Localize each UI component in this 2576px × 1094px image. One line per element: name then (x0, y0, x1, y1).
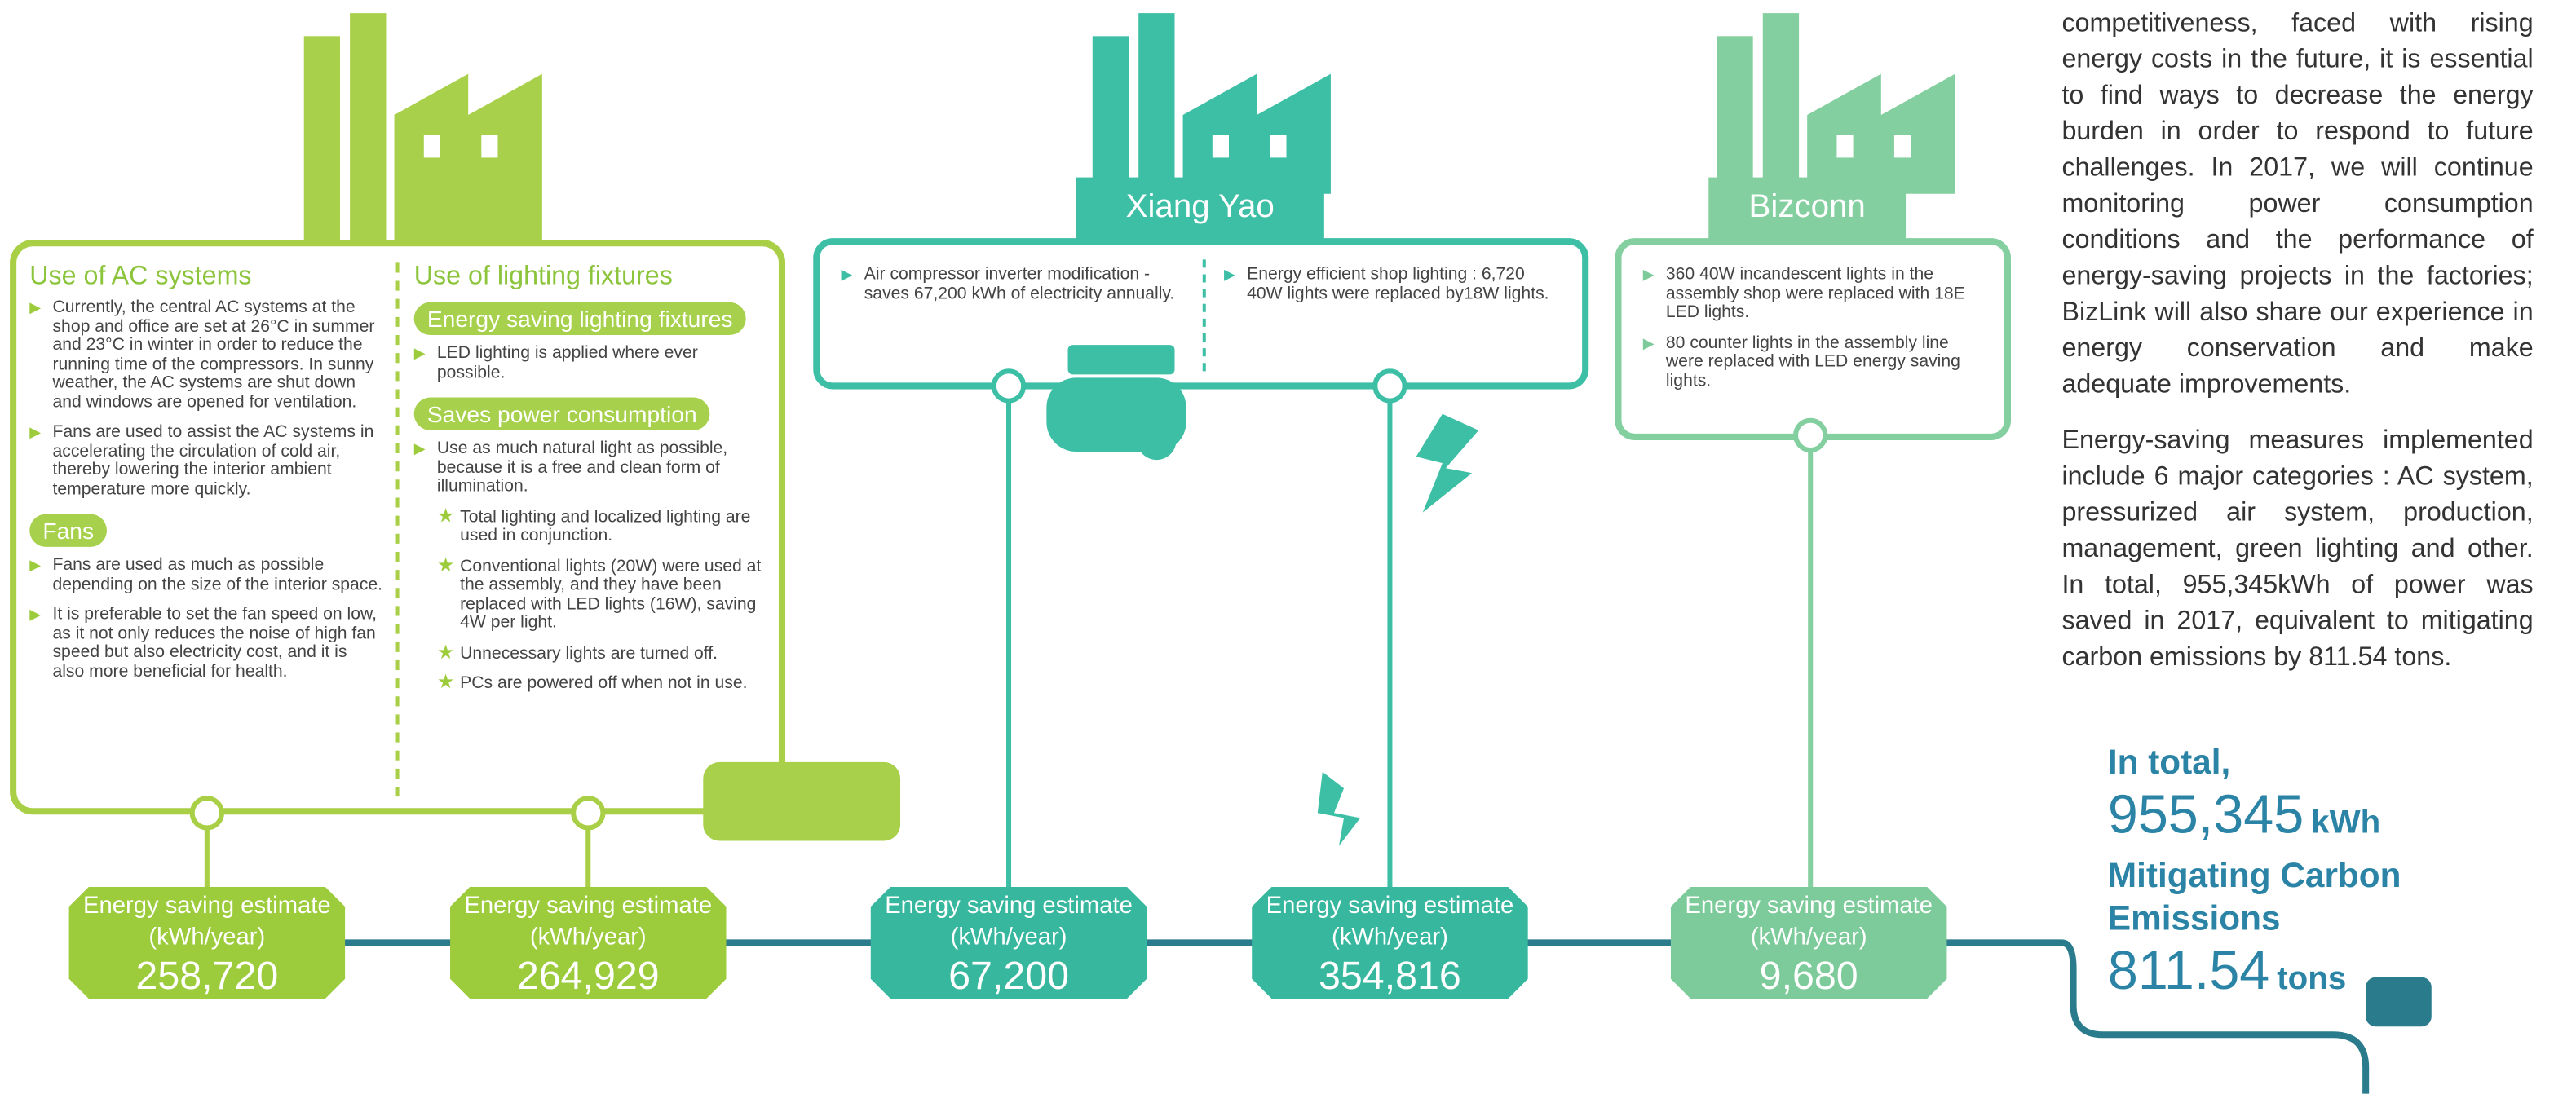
tab-title: Bizconn (1708, 178, 1906, 239)
estimate-label: Energy saving estimate (457, 892, 719, 923)
estimate-value: 9,680 (1677, 955, 1940, 1000)
estimate-label: Energy saving estimate (1258, 892, 1521, 923)
total-text: kWh (2311, 805, 2380, 840)
total-row: 811.54 tons (2108, 941, 2469, 1012)
bullet-item: Total lighting and localized lighting ar… (437, 509, 767, 546)
section-title: Use of AC systems (29, 262, 382, 292)
factory-icon (304, 13, 542, 246)
text-block: 360 40W incandescent lights in the assem… (1643, 266, 1988, 402)
total-text: tons (2277, 961, 2346, 997)
estimate-unit: (kWh/year) (1677, 923, 1940, 954)
estimate-unit: (kWh/year) (1258, 923, 1521, 954)
carbon-label: Mitigating Carbon Emissions (2108, 856, 2469, 942)
bolt-icon (1318, 772, 1360, 846)
total-intro: In total, (2108, 743, 2469, 785)
total: In total,955,345 kWh Mitigating Carbon E… (2108, 743, 2469, 1012)
page: Use of AC systems Currently, the central … (0, 0, 2576, 1094)
bullet-item: Currently, the central AC systems at the… (29, 299, 382, 412)
text-block: Use of AC systems Currently, the central … (29, 262, 382, 693)
estimate-value: 354,816 (1258, 955, 1521, 1000)
estimate-label: Energy saving estimate (76, 892, 338, 923)
estimate-value: 264,929 (457, 955, 719, 1000)
bullet-item: 360 40W incandescent lights in the assem… (1643, 266, 1988, 323)
estimate-value: 67,200 (877, 955, 1140, 1000)
estimate: Energy saving estimate(kWh/year)9,680 (1677, 892, 1940, 1000)
estimate: Energy saving estimate(kWh/year)67,200 (877, 892, 1140, 1000)
paragraph: competitiveness, faced with rising energ… (2061, 7, 2533, 404)
bullet-item: Conventional lights (20W) were used at t… (437, 558, 767, 633)
estimate: Energy saving estimate(kWh/year)354,816 (1258, 892, 1521, 1000)
bullet-item: Energy efficient shop lighting : 6,720 4… (1224, 266, 1561, 303)
pill-heading: Saves power consumption (414, 398, 710, 430)
text-block: Energy efficient shop lighting : 6,720 4… (1224, 266, 1561, 315)
estimate-label: Energy saving estimate (1677, 892, 1940, 923)
total-text: 811.54 (2108, 939, 2269, 1000)
tab-title: Xiang Yao (1076, 178, 1324, 239)
estimate: Energy saving estimate(kWh/year)264,929 (457, 892, 719, 1000)
bullet-item: 80 counter lights in the assembly line w… (1643, 334, 1988, 391)
text-block: Air compressor inverter modification - s… (842, 266, 1178, 315)
factory-icon (1717, 13, 1955, 194)
bolt-icon (1416, 414, 1479, 513)
side-text: competitiveness, faced with rising energ… (2061, 7, 2533, 696)
bullet-item: PCs are powered off when not in use. (437, 675, 767, 694)
total-text: 955,345 (2108, 783, 2304, 845)
estimate-unit: (kWh/year) (76, 923, 338, 954)
paragraph: Energy-saving measures implemented inclu… (2061, 424, 2533, 677)
pill-heading: Fans (29, 514, 107, 547)
estimate: Energy saving estimate(kWh/year)258,720 (76, 892, 338, 1000)
bullet-item: Use as much natural light as possible, b… (414, 440, 767, 497)
bullet-item: Air compressor inverter modification - s… (842, 266, 1178, 303)
bullet-item: Unnecessary lights are turned off. (437, 645, 767, 664)
pill-heading: Energy saving lighting fixtures (414, 302, 746, 335)
total-row: 955,345 kWh (2108, 785, 2469, 856)
section-title: Use of lighting fixtures (414, 262, 767, 292)
estimate-unit: (kWh/year) (457, 923, 719, 954)
text-block: Use of lighting fixtures Energy saving li… (414, 262, 767, 705)
estimate-unit: (kWh/year) (877, 923, 1140, 954)
bullet-item: It is preferable to set the fan speed on… (29, 606, 382, 682)
bullet-item: LED lighting is applied where ever possi… (414, 345, 767, 382)
estimate-value: 258,720 (76, 955, 338, 1000)
ac-icon (703, 762, 900, 841)
factory-icon (1093, 13, 1331, 194)
bullet-item: Fans are used to assist the AC systems i… (29, 424, 382, 500)
bullet-item: Fans are used as much as possible depend… (29, 557, 382, 594)
infographic: Use of AC systems Currently, the central … (0, 0, 2576, 1094)
estimate-label: Energy saving estimate (877, 892, 1140, 923)
